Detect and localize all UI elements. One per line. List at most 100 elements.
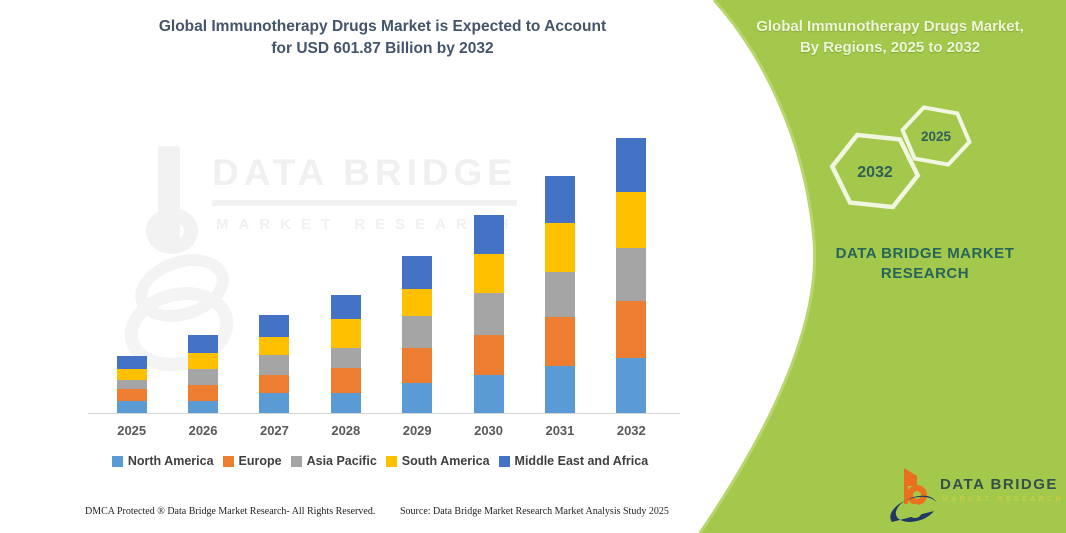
bar-segment-middle-east-and-africa-2028 xyxy=(330,295,361,319)
main-title-line2: for USD 601.87 Billion by 2032 xyxy=(271,40,494,57)
bar-segment-south-america-2025 xyxy=(116,369,147,380)
bar-column-2026 xyxy=(167,120,238,413)
bar-segment-asia-pacific-2032 xyxy=(616,248,647,302)
bar-2032 xyxy=(616,137,647,413)
bar-segment-asia-pacific-2025 xyxy=(116,379,147,389)
x-tick-2026: 2026 xyxy=(188,423,218,438)
bar-segment-north-america-2031 xyxy=(544,366,575,413)
x-tick-2032: 2032 xyxy=(616,423,646,438)
x-tick-2030: 2030 xyxy=(474,423,504,438)
bar-segment-north-america-2029 xyxy=(402,383,433,413)
bar-segment-north-america-2028 xyxy=(330,392,361,413)
bar-2028 xyxy=(330,295,361,413)
legend-swatch-middle-east-and-africa xyxy=(498,455,510,467)
hexagon-2032-label: 2032 xyxy=(857,164,893,181)
bar-2026 xyxy=(188,335,219,413)
green-panel-edge xyxy=(698,0,817,533)
legend-swatch-south-america xyxy=(385,455,397,467)
footer-dmca-text: DMCA Protected ® Data Bridge Market Rese… xyxy=(85,506,376,517)
side-panel-title: Global Immunotherapy Drugs Market, By Re… xyxy=(740,16,1040,58)
legend-swatch-europe xyxy=(222,455,234,467)
legend-swatch-north-america xyxy=(111,455,123,467)
bar-segment-europe-2026 xyxy=(188,385,219,402)
bar-segment-south-america-2031 xyxy=(544,223,575,272)
bar-segment-middle-east-and-africa-2030 xyxy=(473,215,504,255)
bar-segment-north-america-2025 xyxy=(116,401,147,413)
bar-segment-middle-east-and-africa-2025 xyxy=(116,356,147,370)
bar-segment-europe-2032 xyxy=(616,301,647,359)
bar-column-2025 xyxy=(96,120,167,413)
bar-segment-asia-pacific-2026 xyxy=(188,369,219,386)
chart-legend: North America Europe Asia Pacific South Ame… xyxy=(80,454,680,468)
x-axis-labels: 2025 2026 2027 2028 2029 2030 2031 2032 xyxy=(96,423,667,438)
bar-segment-europe-2030 xyxy=(473,335,504,375)
bar-column-2028 xyxy=(310,120,381,413)
bar-segment-south-america-2026 xyxy=(188,353,219,370)
side-panel-brand-text: DATA BRIDGE MARKET RESEARCH xyxy=(820,244,1030,284)
databridge-logo-subtitle: MARKET RESEARCH xyxy=(942,496,1065,503)
bar-column-2031 xyxy=(524,120,595,413)
legend-item-north-america: North America xyxy=(111,454,214,468)
bar-segment-north-america-2027 xyxy=(259,392,290,413)
hexagon-2032 xyxy=(829,132,921,210)
footer-source-text: Source: Data Bridge Market Research Mark… xyxy=(400,506,669,517)
bar-segment-middle-east-and-africa-2029 xyxy=(402,255,433,289)
bar-segment-north-america-2026 xyxy=(188,401,219,413)
legend-label-north-america: North America xyxy=(127,454,214,468)
bar-segment-south-america-2027 xyxy=(259,337,290,355)
bar-segment-europe-2029 xyxy=(402,348,433,384)
side-panel-brand-line1: DATA BRIDGE MARKET xyxy=(835,245,1015,262)
side-panel-title-line1: Global Immunotherapy Drugs Market, xyxy=(756,18,1024,35)
databridge-logo-name: DATA BRIDGE xyxy=(940,476,1058,493)
legend-item-middle-east-and-africa: Middle East and Africa xyxy=(498,454,649,468)
bar-2029 xyxy=(402,255,433,413)
bar-segment-europe-2025 xyxy=(116,388,147,402)
bar-segment-south-america-2032 xyxy=(616,191,647,249)
bar-column-2029 xyxy=(382,120,453,413)
legend-swatch-asia-pacific xyxy=(290,455,302,467)
bar-segment-north-america-2030 xyxy=(473,375,504,413)
bar-segment-asia-pacific-2029 xyxy=(402,316,433,349)
bar-segment-middle-east-and-africa-2032 xyxy=(616,137,647,192)
bar-segment-europe-2027 xyxy=(259,375,290,393)
bar-2031 xyxy=(544,176,575,413)
bar-2030 xyxy=(473,215,504,413)
legend-item-south-america: South America xyxy=(385,454,490,468)
bar-segment-middle-east-and-africa-2027 xyxy=(259,315,290,338)
x-tick-2027: 2027 xyxy=(259,423,289,438)
x-tick-2028: 2028 xyxy=(331,423,361,438)
hexagon-2025-label: 2025 xyxy=(921,129,952,144)
bar-2027 xyxy=(259,315,290,413)
bar-segment-middle-east-and-africa-2031 xyxy=(544,176,575,224)
bar-column-2030 xyxy=(453,120,524,413)
bar-segment-south-america-2028 xyxy=(330,318,361,348)
bar-column-2027 xyxy=(239,120,310,413)
main-title: Global Immunotherapy Drugs Market is Exp… xyxy=(60,16,705,60)
bar-segment-asia-pacific-2031 xyxy=(544,271,575,318)
side-panel-title-line2: By Regions, 2025 to 2032 xyxy=(799,39,981,56)
legend-label-middle-east-and-africa: Middle East and Africa xyxy=(514,454,649,468)
bar-segment-europe-2031 xyxy=(544,317,575,367)
databridge-logo: DATA BRIDGE MARKET RESEARCH xyxy=(890,464,1061,526)
x-tick-2025: 2025 xyxy=(117,423,147,438)
side-panel-brand-line2: RESEARCH xyxy=(880,265,970,282)
main-title-line1: Global Immunotherapy Drugs Market is Exp… xyxy=(158,18,607,35)
legend-label-south-america: South America xyxy=(401,454,490,468)
bar-segment-europe-2028 xyxy=(330,367,361,393)
bar-plot xyxy=(96,120,667,413)
bar-segment-north-america-2032 xyxy=(616,358,647,413)
legend-label-asia-pacific: Asia Pacific xyxy=(306,454,377,468)
hexagon-2025 xyxy=(900,105,972,167)
x-tick-2031: 2031 xyxy=(545,423,575,438)
bar-2025 xyxy=(116,356,147,413)
bar-segment-south-america-2030 xyxy=(473,254,504,294)
legend-label-europe: Europe xyxy=(238,454,282,468)
databridge-logo-icon xyxy=(890,468,936,522)
x-axis-line xyxy=(88,413,680,414)
bar-segment-asia-pacific-2030 xyxy=(473,293,504,336)
bar-column-2032 xyxy=(596,120,667,413)
legend-item-europe: Europe xyxy=(222,454,282,468)
bar-segment-asia-pacific-2028 xyxy=(330,347,361,368)
